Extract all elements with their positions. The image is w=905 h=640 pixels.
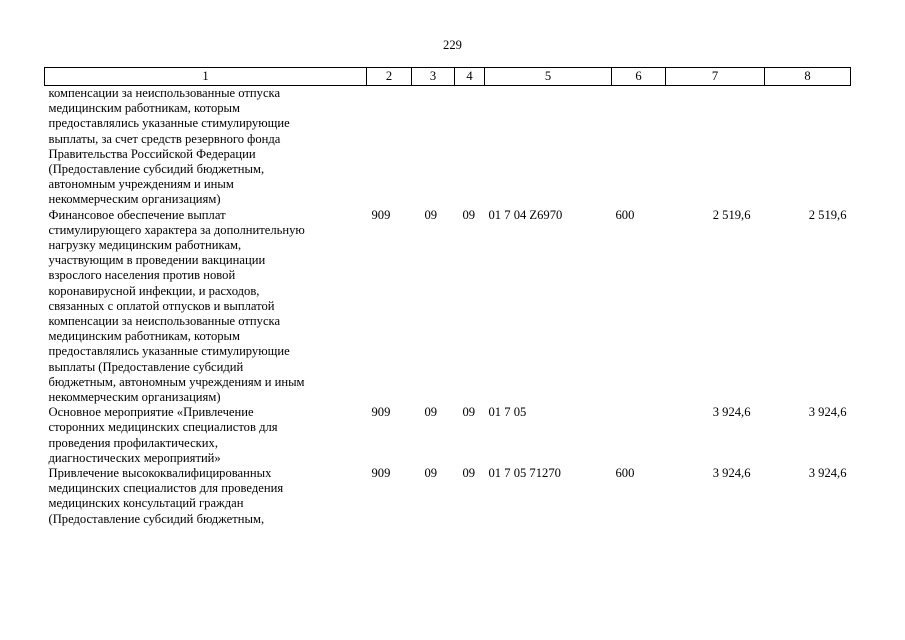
row-expense-type: 600 <box>615 207 635 222</box>
row-amount-col7: 2 519,6 <box>712 207 751 222</box>
row-name: Привлечение высококвалифицированных меди… <box>48 466 284 526</box>
column-header-6: 6 <box>611 67 666 86</box>
column-header-5: 5 <box>484 67 612 86</box>
column-header-4: 4 <box>454 67 485 86</box>
column-header-2: 2 <box>366 67 412 86</box>
row-target-article: 01 7 05 <box>488 405 527 420</box>
row-amount-col8 <box>765 86 851 208</box>
row-section-code <box>412 86 455 208</box>
row-expense-type <box>612 86 666 208</box>
column-header-3: 3 <box>411 67 455 86</box>
row-subsection-code: 09 <box>462 207 476 222</box>
row-amount-col7: 3 924,6 <box>712 405 751 420</box>
budget-table: 1 2 3 4 5 6 7 8 компенсации за неиспольз… <box>44 67 851 527</box>
table-row: Привлечение высококвалифицированных меди… <box>45 466 851 527</box>
table-row: Финансовое обеспечение выплат стимулирую… <box>45 208 851 406</box>
row-expense-type: 600 <box>615 466 635 481</box>
row-subsection-code <box>455 86 485 208</box>
row-amount-col7: 3 924,6 <box>712 466 751 481</box>
row-section-code: 09 <box>424 466 438 481</box>
page-number: 229 <box>443 38 462 52</box>
column-header-7: 7 <box>665 67 765 86</box>
table-row: компенсации за неиспользованные отпуска … <box>45 86 851 208</box>
column-header-1: 1 <box>44 67 367 86</box>
row-admin-code <box>367 86 412 208</box>
row-name: Основное мероприятие «Привлечение сторон… <box>48 405 278 465</box>
row-name: компенсации за неиспользованные отпуска … <box>48 86 290 207</box>
row-admin-code: 909 <box>371 405 391 420</box>
row-subsection-code: 09 <box>462 405 476 420</box>
row-admin-code: 909 <box>371 466 391 481</box>
row-subsection-code: 09 <box>462 466 476 481</box>
column-number-header-row: 1 2 3 4 5 6 7 8 <box>44 67 851 86</box>
column-header-8: 8 <box>764 67 851 86</box>
row-target-article <box>485 86 612 208</box>
row-target-article: 01 7 05 71270 <box>488 466 561 481</box>
row-expense-type <box>612 405 666 466</box>
row-amount-col8: 3 924,6 <box>808 466 847 481</box>
row-section-code: 09 <box>424 207 438 222</box>
row-amount-col7 <box>666 86 765 208</box>
table-row: Основное мероприятие «Привлечение сторон… <box>45 405 851 466</box>
row-target-article: 01 7 04 Z6970 <box>488 207 563 222</box>
row-admin-code: 909 <box>371 207 391 222</box>
row-amount-col8: 3 924,6 <box>808 405 847 420</box>
row-section-code: 09 <box>424 405 438 420</box>
row-name: Финансовое обеспечение выплат стимулирую… <box>48 207 305 405</box>
row-amount-col8: 2 519,6 <box>808 207 847 222</box>
